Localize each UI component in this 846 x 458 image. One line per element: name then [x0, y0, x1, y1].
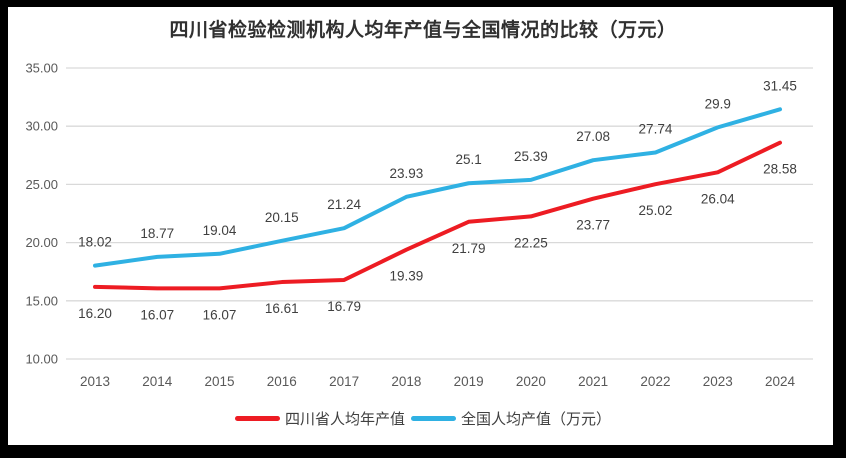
y-axis-tick-label: 15.00	[25, 293, 58, 308]
data-label-series-1: 25.39	[514, 149, 548, 164]
legend-item-national: 全国人均产值（万元）	[411, 408, 611, 429]
data-label-series-1: 31.45	[763, 78, 797, 93]
data-label-series-1: 18.02	[78, 235, 112, 250]
legend-label-national: 全国人均产值（万元）	[461, 411, 612, 428]
data-label-series-0: 16.07	[203, 307, 237, 322]
data-label-series-0: 22.25	[514, 235, 548, 250]
data-label-series-0: 26.04	[701, 191, 735, 206]
x-axis-label: 2015	[205, 374, 235, 389]
legend-label-sichuan: 四川省人均年产值	[284, 411, 405, 428]
y-axis-tick-label: 30.00	[25, 119, 58, 134]
legend-item-sichuan: 四川省人均年产值	[234, 408, 405, 429]
sichuan-series-line-swatch-icon	[234, 416, 280, 421]
x-axis-label: 2021	[578, 374, 608, 389]
data-label-series-0: 16.61	[265, 301, 299, 316]
x-axis-label: 2016	[267, 374, 297, 389]
data-label-series-1: 18.77	[140, 226, 174, 241]
series-line-1	[93, 107, 782, 268]
data-label-series-1: 27.74	[639, 122, 673, 137]
data-label-series-0: 19.39	[389, 269, 423, 284]
data-label-series-0: 25.02	[639, 203, 673, 218]
data-label-series-0: 16.07	[140, 307, 174, 322]
data-label-series-0: 23.77	[576, 218, 610, 233]
national-series-line-swatch-icon	[411, 416, 456, 421]
data-label-series-1: 27.08	[576, 129, 610, 144]
data-label-series-1: 21.24	[327, 197, 361, 212]
x-axis-label: 2018	[391, 374, 421, 389]
y-axis-tick-label: 25.00	[25, 177, 58, 192]
data-label-series-0: 16.20	[78, 306, 112, 321]
data-label-series-1: 20.15	[265, 210, 299, 225]
series-line-0	[93, 140, 782, 291]
x-axis-label: 2023	[703, 374, 733, 389]
data-label-series-0: 16.79	[327, 299, 361, 314]
data-label-series-1: 29.9	[705, 96, 731, 111]
x-axis-label: 2013	[80, 374, 110, 389]
chart-legend: 四川省人均年产值 全国人均产值（万元）	[0, 408, 846, 429]
y-axis-tick-label: 20.00	[25, 235, 58, 250]
x-axis-label: 2014	[142, 374, 173, 389]
x-axis-label: 2017	[329, 374, 359, 389]
data-label-series-1: 19.04	[203, 223, 237, 238]
data-label-series-1: 23.93	[389, 166, 423, 181]
data-label-series-1: 25.1	[455, 152, 481, 167]
y-axis-tick-label: 35.00	[25, 61, 58, 76]
x-axis-label: 2022	[640, 374, 670, 389]
chart-plot-background	[8, 7, 833, 445]
y-axis-tick-label: 10.00	[25, 352, 58, 367]
data-label-series-0: 21.79	[452, 241, 486, 256]
x-axis-label: 2024	[765, 374, 796, 389]
x-axis-label: 2020	[516, 374, 546, 389]
data-label-series-0: 28.58	[763, 162, 797, 177]
chart-title: 四川省检验检测机构人均年产值与全国情况的比较（万元）	[169, 20, 677, 41]
x-axis-label: 2019	[454, 374, 484, 389]
